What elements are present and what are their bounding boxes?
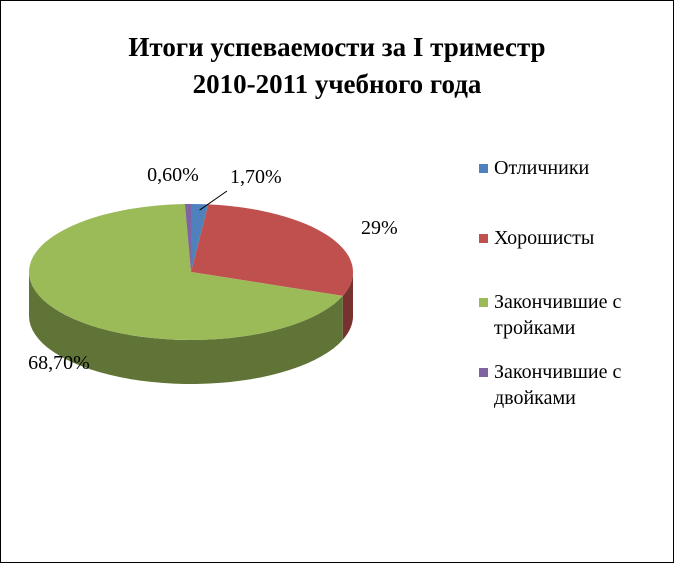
pie-slice bbox=[28, 204, 343, 340]
chart-title: Итоги успеваемости за I триместр bbox=[128, 32, 545, 62]
data-label: 1,70% bbox=[230, 166, 282, 188]
legend-swatch bbox=[479, 164, 488, 173]
legend-swatch bbox=[479, 298, 488, 307]
legend-swatch bbox=[479, 368, 488, 377]
legend-label: Хорошисты bbox=[494, 227, 595, 249]
legend-item: Закончившие с двойками bbox=[479, 359, 664, 411]
legend-item: Хорошисты bbox=[479, 225, 664, 251]
data-label: 29% bbox=[361, 217, 398, 239]
data-label: 68,70% bbox=[28, 352, 90, 374]
pie-slice-side bbox=[342, 272, 353, 340]
legend-label: Закончившие с двойками bbox=[494, 361, 622, 409]
leader-line bbox=[199, 190, 228, 211]
legend-label: Отличники bbox=[494, 157, 590, 179]
pie-slice bbox=[191, 204, 209, 272]
chart-title: 2010-2011 учебного года bbox=[193, 69, 482, 99]
legend-label: Закончившие с тройками bbox=[494, 291, 622, 339]
legend-swatch bbox=[479, 234, 488, 243]
legend-item: Отличники bbox=[479, 155, 664, 181]
data-label: 0,60% bbox=[147, 164, 199, 186]
pie-slice bbox=[191, 204, 353, 296]
pie-slice-side bbox=[29, 272, 343, 384]
pie-slice bbox=[184, 204, 191, 272]
legend-item: Закончившие с тройками bbox=[479, 289, 664, 341]
